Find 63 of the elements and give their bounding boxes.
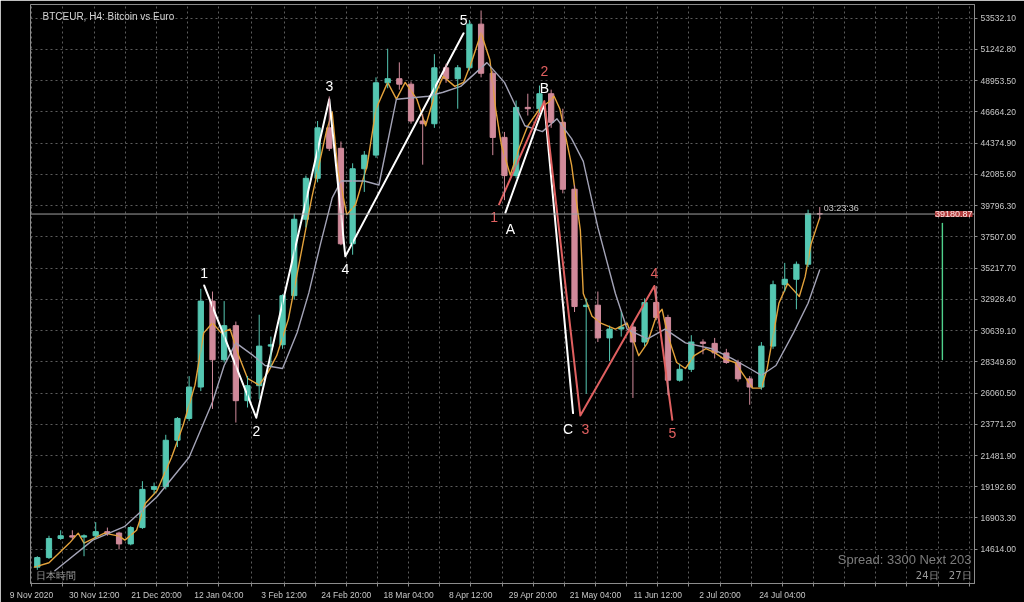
x-tick-label: 12 Jan 04:00	[194, 589, 244, 600]
candlestick	[571, 184, 578, 313]
y-tick-label: 37507.00	[980, 231, 1017, 242]
x-tick-label: 18 Mar 04:00	[383, 589, 434, 600]
candlestick	[606, 325, 613, 362]
y-tick-label: 14614.00	[980, 544, 1017, 555]
annotation: 3	[581, 420, 590, 437]
annotation: 5	[459, 12, 468, 29]
ref-line-label: 39180.87	[934, 209, 973, 220]
y-tick-label: 44374.90	[980, 138, 1017, 149]
y-tick-label: 23771.20	[980, 419, 1017, 430]
annotation: C	[563, 421, 574, 438]
annotation: 3	[325, 78, 334, 95]
y-tick-label: 39796.30	[980, 200, 1017, 211]
annotation: 2	[252, 422, 261, 439]
candlestick	[618, 311, 625, 338]
y-tick-label: 53532.10	[980, 13, 1017, 24]
x-tick-label: 29 Apr 20:00	[508, 589, 558, 600]
y-tick-label: 28349.80	[980, 356, 1017, 367]
y-tick-label: 30639.10	[980, 325, 1017, 336]
annotation: 03:23:36	[823, 203, 859, 214]
y-tick-label: 19192.60	[980, 481, 1017, 492]
annotation: B	[539, 80, 550, 97]
y-tick-label: 46664.20	[980, 106, 1017, 117]
x-tick-label: 24 Jul 04:00	[759, 589, 806, 600]
annotation: A	[505, 220, 516, 237]
y-tick-label: 35217.70	[980, 263, 1017, 274]
annotation: 27日	[948, 569, 972, 581]
annotation: 5	[668, 424, 677, 441]
y-tick-label: 48953.50	[980, 75, 1017, 86]
x-tick-label: 24 Feb 20:00	[321, 589, 372, 600]
annotation: 1	[490, 209, 499, 226]
y-tick-label: 42085.60	[980, 169, 1017, 180]
annotation: 24日	[915, 569, 939, 581]
text: BTCEUR, H4: Bitcoin vs Euro	[42, 10, 175, 22]
candlestick	[92, 521, 99, 539]
candlestick	[396, 61, 403, 91]
x-tick-label: 3 Feb 12:00	[261, 589, 307, 600]
y-tick-label: 32928.40	[980, 294, 1017, 305]
candlestick	[57, 529, 64, 541]
y-tick-label: 26060.50	[980, 388, 1017, 399]
annotation: 1	[200, 264, 209, 281]
y-tick-label: 21481.90	[980, 450, 1017, 461]
candlestick	[466, 19, 473, 72]
annotation: 2	[540, 63, 549, 80]
annotation: 4	[650, 264, 659, 281]
line-series	[203, 32, 465, 419]
x-tick-label: 21 Dec 20:00	[131, 589, 183, 600]
x-tick-label: 30 Nov 12:00	[68, 589, 120, 600]
candlestick	[793, 261, 800, 310]
candlestick	[676, 363, 683, 383]
annotation: Spread: 3300 Next 203	[837, 551, 972, 567]
candlestick	[454, 64, 461, 110]
candlestick	[384, 48, 391, 89]
x-tick-label: 9 Nov 2020	[9, 589, 54, 600]
x-tick-label: 8 Apr 12:00	[448, 589, 493, 600]
y-tick-label: 16903.30	[980, 512, 1017, 523]
x-tick-label: 11 Jun 12:00	[633, 589, 683, 600]
y-tick-label: 51242.80	[980, 44, 1017, 55]
x-tick-label: 2 Jul 20:00	[699, 589, 742, 600]
annotation: 4	[341, 261, 350, 278]
annotation: 日本時間	[35, 569, 76, 581]
x-tick-label: 21 May 04:00	[569, 589, 622, 600]
